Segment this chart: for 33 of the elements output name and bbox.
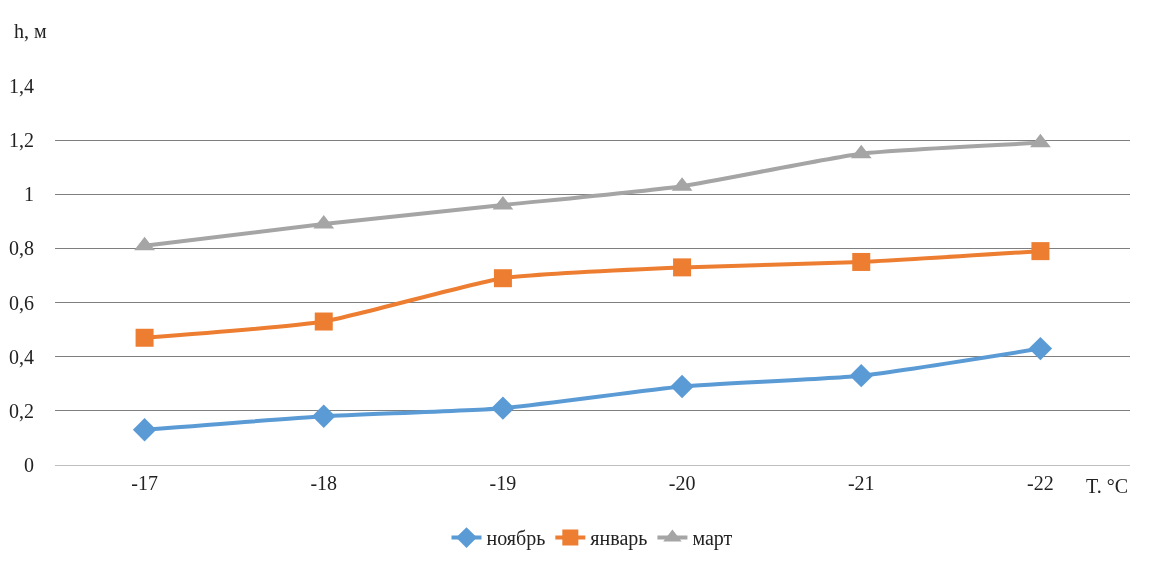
- y-tick-label: 0,4: [9, 345, 34, 368]
- point: [491, 396, 515, 420]
- point: [314, 312, 333, 331]
- point: [312, 404, 336, 428]
- y-tick-label: 0,6: [9, 291, 34, 314]
- point: [670, 374, 694, 399]
- point: [1030, 133, 1051, 148]
- x-tick-label: -22: [1027, 472, 1054, 494]
- y-tick-label: 1,2: [9, 129, 34, 152]
- point: [493, 269, 512, 288]
- point: [132, 418, 157, 442]
- point: [673, 258, 692, 277]
- y-tick-label: 0: [24, 454, 34, 476]
- point: [135, 328, 154, 347]
- point: [852, 252, 871, 271]
- legend-label: январь: [590, 527, 648, 551]
- legend-label: март: [692, 527, 733, 551]
- y-tick-label: 1: [24, 183, 34, 206]
- point: [134, 236, 155, 251]
- y-tick-label: 0,8: [9, 237, 34, 260]
- x-tick-label: -19: [489, 472, 517, 494]
- legend-label: ноябрь: [486, 527, 546, 551]
- point: [1031, 242, 1050, 261]
- y-axis-title: h, м: [14, 20, 47, 42]
- y-tick-label: 1,4: [9, 75, 34, 97]
- x-tick-label: -20: [668, 472, 696, 494]
- point: [849, 363, 873, 388]
- x-tick-label: -21: [847, 472, 875, 494]
- x-tick-label: -17: [131, 472, 158, 494]
- point: [1028, 336, 1053, 361]
- x-axis-title: T. °C: [1086, 475, 1129, 497]
- y-tick-label: 0,2: [9, 399, 34, 422]
- x-tick-label: -18: [310, 472, 338, 494]
